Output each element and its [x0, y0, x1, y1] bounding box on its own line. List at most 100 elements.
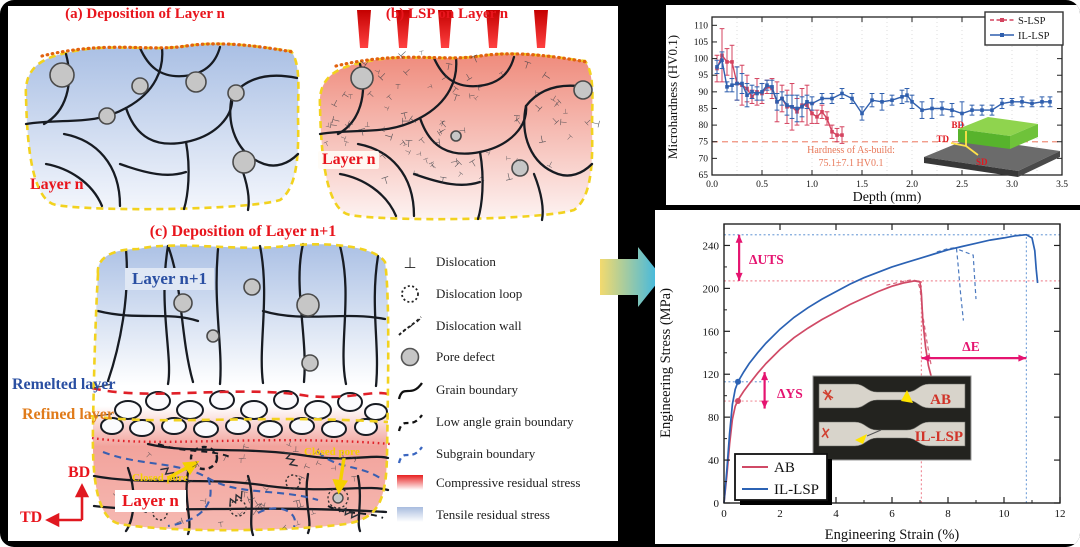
- svg-text:100: 100: [694, 55, 709, 65]
- svg-text:⊥: ⊥: [449, 157, 460, 167]
- svg-text:⊥: ⊥: [427, 159, 437, 170]
- tensile-residual-stress-icon: [397, 507, 423, 522]
- layer-n-label-a: Layer n: [30, 176, 84, 193]
- svg-text:⊥: ⊥: [439, 73, 450, 84]
- svg-text:95: 95: [699, 71, 709, 81]
- svg-text:⊥: ⊥: [475, 82, 486, 92]
- svg-text:80: 80: [708, 412, 720, 424]
- hardness-chart-plot: 0.0 0.5 1.0 1.5 2.0 2.5 3.0 3.5 65 70 75 80 85 90 95 10…: [694, 16, 1068, 190]
- svg-text:⊥: ⊥: [395, 82, 401, 90]
- svg-text:0.0: 0.0: [706, 180, 718, 190]
- svg-text:⊥: ⊥: [477, 174, 486, 183]
- legend-label: Low angle grain boundary: [436, 414, 574, 429]
- delta-uts-label: ΔUTS: [749, 252, 784, 267]
- legend-label: Tensile residual stress: [436, 507, 550, 522]
- svg-text:⊥: ⊥: [374, 67, 383, 75]
- schematic-artwork: ⊥⊥⊥⊥⊥⊥⊥⊥ ⊥⊥⊥⊥⊥⊥⊥⊥⊥⊥⊥⊥⊥⊥⊥⊥⊥⊥⊥⊥⊥⊥⊥⊥⊥⊥⊥⊥⊥⊥⊥⊥…: [24, 10, 603, 537]
- svg-text:⊥: ⊥: [330, 97, 342, 110]
- legend-item: Grain boundary: [393, 377, 518, 403]
- compressive-residual-stress-icon: [397, 475, 423, 490]
- svg-text:⊥: ⊥: [292, 445, 299, 454]
- svg-text:⊥: ⊥: [379, 125, 387, 134]
- legend-item: Dislocation loop: [393, 281, 522, 307]
- svg-text:8: 8: [945, 508, 951, 520]
- specimen-ab: [818, 383, 966, 409]
- svg-text:⊥: ⊥: [340, 134, 349, 142]
- svg-text:⊥: ⊥: [220, 453, 230, 464]
- svg-text:⊥: ⊥: [338, 450, 348, 461]
- svg-text:⊥: ⊥: [533, 90, 541, 96]
- svg-text:110: 110: [694, 21, 708, 31]
- legend-item: Low angle grain boundary: [393, 409, 574, 435]
- label-connectors: [93, 383, 113, 417]
- svg-text:⊥: ⊥: [417, 135, 428, 146]
- svg-text:⊥: ⊥: [428, 161, 438, 171]
- legend-item: ⊥ Dislocation: [393, 249, 496, 275]
- dislocation-loop-icon: [401, 285, 419, 303]
- specimen-il-lsp-label: IL-LSP: [915, 429, 963, 445]
- pore-defects-a: [49, 62, 256, 174]
- dislocation-scatter-c: ⊥⊥⊥⊥⊥⊥⊥⊥⊥⊥⊥⊥⊥⊥⊥⊥⊥⊥⊥⊥⊥⊥⊥⊥⊥⊥⊥⊥⊥⊥⊥⊥⊥⊥⊥⊥⊥⊥: [111, 438, 359, 533]
- hardness-legend-illsp: IL-LSP: [1018, 31, 1050, 42]
- svg-text:⊥: ⊥: [552, 97, 563, 108]
- svg-text:⊥: ⊥: [438, 118, 446, 128]
- svg-text:3.0: 3.0: [1006, 180, 1018, 190]
- svg-text:⊥: ⊥: [565, 132, 575, 142]
- svg-text:⊥: ⊥: [238, 456, 244, 463]
- svg-text:⊥: ⊥: [322, 139, 330, 148]
- svg-text:⊥: ⊥: [243, 476, 254, 487]
- svg-text:⊥: ⊥: [244, 493, 257, 505]
- svg-text:10: 10: [999, 508, 1011, 520]
- svg-text:⊥: ⊥: [396, 138, 407, 149]
- svg-text:2.0: 2.0: [906, 180, 918, 190]
- svg-text:0: 0: [714, 498, 720, 510]
- laser-beams: [357, 10, 548, 48]
- svg-text:⊥: ⊥: [562, 108, 568, 115]
- layer-n1-label: Layer n+1: [125, 268, 215, 290]
- svg-text:⊥: ⊥: [261, 485, 270, 494]
- hardness-chart-panel: 0.0 0.5 1.0 1.5 2.0 2.5 3.0 3.5 65 70 75 80 85 90 95 10…: [665, 5, 1080, 205]
- legend-item: Tensile residual stress: [393, 502, 550, 528]
- svg-text:⊥: ⊥: [435, 127, 446, 138]
- remelted-boundary-line: [91, 386, 389, 399]
- svg-text:⊥: ⊥: [309, 507, 317, 517]
- svg-text:⊥: ⊥: [144, 450, 154, 460]
- transition-arrow-icon: [600, 247, 662, 307]
- svg-text:⊥: ⊥: [504, 171, 515, 184]
- closed-pore-label-2: Closed pore: [304, 446, 360, 458]
- legend-label: Grain boundary: [436, 382, 518, 397]
- svg-text:85: 85: [699, 104, 709, 114]
- svg-text:⊥: ⊥: [426, 83, 434, 90]
- svg-text:⊥: ⊥: [256, 499, 268, 509]
- svg-text:1.0: 1.0: [806, 180, 818, 190]
- svg-text:⊥: ⊥: [348, 453, 359, 463]
- legend-label: Dislocation: [436, 254, 496, 269]
- svg-text:⊥: ⊥: [236, 509, 245, 518]
- pore-defects-c: [173, 278, 320, 372]
- specimen-photo-inset: AB IL-LSP: [812, 375, 972, 461]
- svg-text:⊥: ⊥: [484, 149, 493, 157]
- svg-text:⊥: ⊥: [545, 159, 555, 170]
- svg-text:⊥: ⊥: [438, 174, 448, 185]
- svg-text:⊥: ⊥: [404, 137, 413, 149]
- legend-item: Dislocation wall: [393, 313, 522, 339]
- svg-text:160: 160: [703, 326, 720, 338]
- svg-text:0.5: 0.5: [756, 180, 768, 190]
- svg-text:⊥: ⊥: [345, 121, 354, 132]
- svg-text:⊥: ⊥: [198, 497, 208, 505]
- svg-text:⊥: ⊥: [342, 139, 350, 147]
- specimen-il-lsp: [818, 421, 966, 447]
- svg-text:⊥: ⊥: [583, 116, 594, 127]
- svg-text:70: 70: [699, 154, 709, 164]
- svg-text:⊥: ⊥: [364, 122, 370, 129]
- refined-boundary-line: [89, 414, 389, 424]
- as-build-annotation-line1: Hardness of As-build:: [807, 145, 895, 156]
- refined-layer-label: Refined layer: [22, 406, 114, 423]
- svg-text:⊥: ⊥: [280, 523, 290, 533]
- svg-text:⊥: ⊥: [331, 465, 338, 471]
- svg-text:⊥: ⊥: [422, 156, 431, 166]
- svg-text:⊥: ⊥: [399, 109, 409, 121]
- legend-item: Compressive residual stress: [393, 470, 580, 496]
